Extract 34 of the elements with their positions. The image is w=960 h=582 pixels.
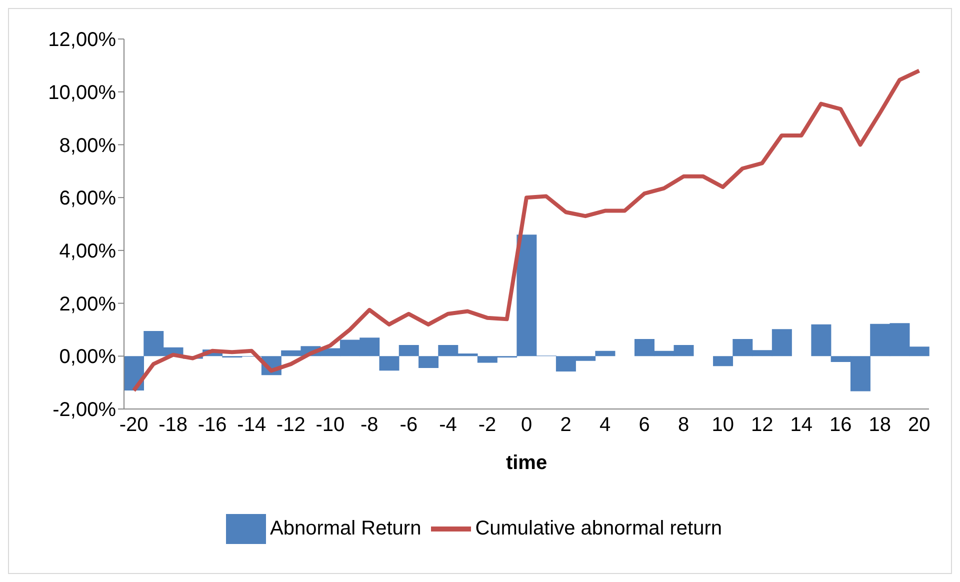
y-tick-label: 6,00% bbox=[59, 188, 116, 210]
x-tick-label: 16 bbox=[830, 414, 852, 436]
legend-label: Cumulative abnormal return bbox=[475, 517, 722, 540]
x-tick-label: -2 bbox=[478, 414, 496, 436]
x-tick-label: 8 bbox=[678, 414, 690, 436]
x-tick-label: -4 bbox=[439, 414, 457, 436]
x-tick-label: -12 bbox=[276, 414, 306, 436]
x-tick-label: 18 bbox=[868, 414, 892, 436]
x-tick-label: -18 bbox=[158, 414, 188, 436]
x-tick-label: 0 bbox=[520, 414, 532, 436]
y-tick-label: 12,00% bbox=[48, 29, 116, 52]
y-tick-label: 10,00% bbox=[48, 82, 116, 104]
x-tick-label: -8 bbox=[360, 414, 378, 436]
x-tick-label: -20 bbox=[119, 414, 148, 436]
x-tick-label: -10 bbox=[316, 414, 345, 436]
legend-label: Abnormal Return bbox=[270, 517, 422, 540]
x-tick-label: -6 bbox=[400, 414, 418, 436]
line-series bbox=[132, 68, 922, 392]
y-tick-label: 0,00% bbox=[59, 346, 116, 368]
y-tick-label: -2,00% bbox=[52, 399, 116, 422]
x-tick-label: 10 bbox=[712, 414, 734, 436]
y-tick-label: 8,00% bbox=[59, 134, 116, 157]
bar bbox=[811, 324, 832, 356]
y-tick-label: 4,00% bbox=[59, 240, 116, 263]
x-tick-label: 12 bbox=[750, 414, 774, 436]
x-axis-title: time bbox=[506, 452, 548, 474]
x-tick-label: -14 bbox=[237, 414, 266, 436]
x-tick-label: -16 bbox=[198, 414, 227, 436]
y-tick-label: 2,00% bbox=[59, 293, 116, 316]
x-tick-label: 2 bbox=[560, 414, 572, 436]
x-tick-label: 20 bbox=[908, 414, 930, 436]
x-tick-label: 4 bbox=[599, 414, 611, 436]
x-tick-label: 6 bbox=[638, 414, 650, 436]
x-tick-label: 14 bbox=[790, 414, 813, 436]
